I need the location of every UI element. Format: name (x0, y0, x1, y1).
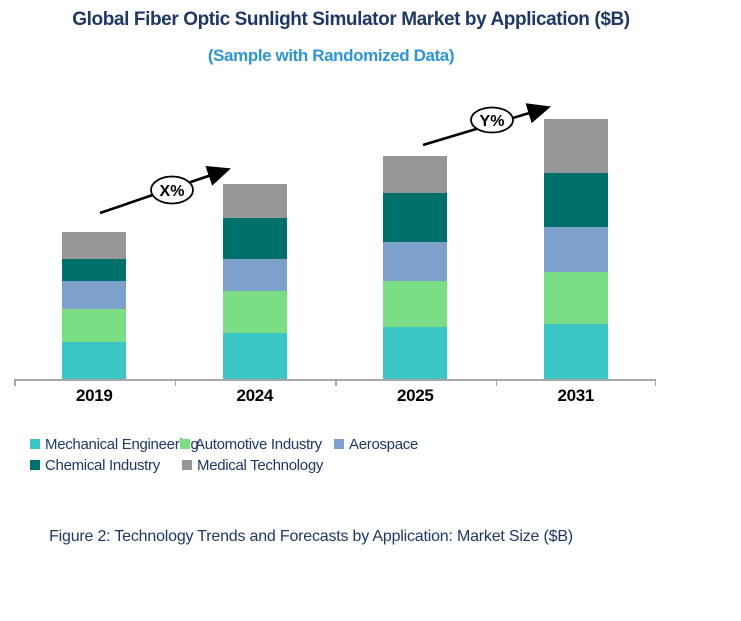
figure-caption: Figure 2: Technology Trends and Forecast… (49, 528, 573, 545)
bar-segment (543, 119, 608, 173)
legend-swatch-icon (180, 439, 190, 449)
stacked-bar-2025 (383, 156, 448, 379)
legend-swatch-icon (30, 439, 40, 449)
bar-segment (383, 327, 448, 379)
axis-tick (14, 381, 16, 386)
legend-label: Medical Technology (197, 456, 324, 474)
stacked-bar-2024 (222, 184, 287, 379)
legend-item: Aerospace (334, 435, 419, 453)
bar-segment (62, 342, 127, 379)
stacked-bar-plot-area (14, 95, 656, 386)
axis-tick (495, 381, 497, 386)
legend-swatch-icon (182, 460, 192, 470)
legend-item: Chemical Industry (30, 456, 160, 474)
bar-segment (543, 324, 608, 379)
bar-segment (62, 309, 127, 342)
x-axis-label-2031: 2031 (557, 386, 595, 405)
bar-segment (222, 291, 287, 333)
legend-swatch-icon (30, 460, 40, 470)
x-axis-label-2019: 2019 (75, 386, 113, 405)
bar-segment (62, 281, 127, 309)
bar-segment (222, 218, 287, 259)
x-axis-label-2025: 2025 (396, 386, 434, 405)
stacked-bar-2019 (62, 232, 127, 379)
bar-segment (383, 156, 448, 193)
bar-segment (543, 272, 608, 324)
chart-title: Global Fiber Optic Sunlight Simulator Ma… (72, 9, 630, 30)
legend-swatch-icon (334, 439, 344, 449)
x-axis-labels: 2019 2024 2025 2031 (14, 386, 656, 406)
bar-segment (383, 193, 448, 242)
legend-item: Automotive Industry (180, 435, 322, 453)
bar-segment (543, 227, 608, 272)
legend-item: Medical Technology (182, 456, 324, 474)
legend-item: Mechanical Engineering (30, 435, 199, 453)
bar-segment (62, 259, 127, 281)
bar-segment (543, 173, 608, 227)
bar-segment (222, 259, 287, 291)
axis-tick (174, 381, 176, 386)
chart-subtitle: (Sample with Randomized Data) (207, 46, 455, 65)
stacked-bar-2031 (543, 119, 608, 379)
legend-label: Automotive Industry (195, 435, 322, 453)
axis-tick (654, 381, 656, 386)
legend-label: Mechanical Engineering (45, 435, 199, 453)
bar-segment (383, 281, 448, 327)
legend-label: Chemical Industry (45, 456, 160, 474)
axis-tick (335, 381, 337, 386)
x-axis-label-2024: 2024 (236, 386, 274, 405)
bar-segment (222, 333, 287, 379)
bar-segment (222, 184, 287, 218)
legend-label: Aerospace (349, 435, 419, 453)
bar-segment (62, 232, 127, 259)
bar-segment (383, 242, 448, 281)
chart-legend: Mechanical Engineering Automotive Industr… (30, 436, 630, 478)
